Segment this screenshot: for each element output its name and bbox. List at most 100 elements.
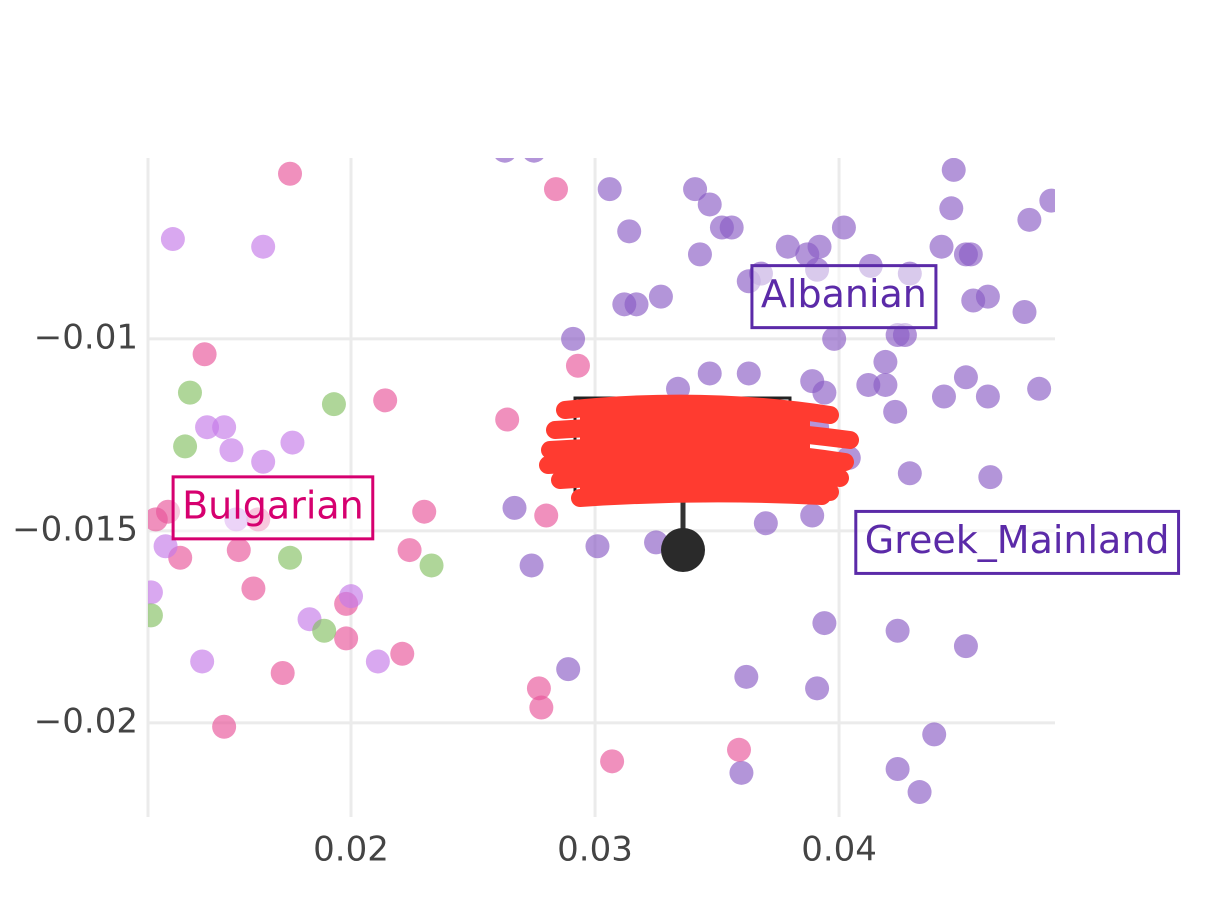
point <box>958 242 983 267</box>
point <box>873 349 898 374</box>
marker-dot <box>661 528 705 572</box>
point <box>800 503 825 528</box>
point <box>534 503 559 528</box>
point <box>1017 207 1042 232</box>
annotation: Albanian <box>750 264 938 330</box>
point <box>160 227 185 252</box>
point <box>907 780 932 805</box>
point <box>897 461 922 486</box>
point <box>373 388 398 413</box>
point <box>339 584 364 609</box>
point <box>524 158 544 163</box>
point <box>1012 299 1037 324</box>
redacted-marker <box>539 394 859 572</box>
annotations: Albanian Bulgarian Greek_Mainland <box>171 264 1181 575</box>
point <box>978 465 1003 490</box>
point <box>648 284 673 309</box>
point <box>519 553 544 578</box>
point <box>419 553 444 578</box>
point <box>543 177 568 202</box>
points <box>148 158 1055 805</box>
point <box>278 545 303 570</box>
point <box>495 158 515 163</box>
annotation-box <box>171 475 375 541</box>
point <box>941 158 966 182</box>
point <box>727 737 752 762</box>
point <box>241 576 266 601</box>
point <box>812 380 837 405</box>
point <box>153 534 178 559</box>
point <box>729 760 754 785</box>
point <box>278 161 303 186</box>
annotation: Greek_Mainland <box>854 509 1181 575</box>
point <box>617 219 642 244</box>
redaction-fill <box>580 405 810 490</box>
point <box>365 649 390 674</box>
y-tick-label: −0.01 <box>34 317 138 357</box>
point <box>753 511 778 536</box>
point <box>280 430 305 455</box>
annotation-box <box>750 264 938 330</box>
point <box>412 499 437 524</box>
point <box>334 626 359 651</box>
point <box>736 361 761 386</box>
annotation-box <box>854 509 1181 575</box>
point <box>397 538 422 563</box>
point <box>502 495 527 520</box>
point <box>173 434 198 459</box>
point <box>885 756 910 781</box>
point <box>190 649 215 674</box>
point <box>775 234 800 259</box>
point <box>939 196 964 221</box>
point <box>687 242 712 267</box>
point <box>212 415 237 440</box>
point <box>953 634 978 659</box>
point <box>719 215 744 240</box>
point <box>585 534 610 559</box>
annotation-text: Albanian <box>761 272 927 316</box>
point <box>883 399 908 424</box>
x-tick-label: 0.04 <box>801 830 877 870</box>
point <box>805 676 830 701</box>
point <box>1039 188 1055 213</box>
point <box>822 326 847 351</box>
point <box>529 695 554 720</box>
point <box>312 618 337 643</box>
point <box>812 611 837 636</box>
point <box>251 234 276 259</box>
point <box>148 580 163 605</box>
point <box>856 372 881 397</box>
point <box>526 676 551 701</box>
point <box>212 714 237 739</box>
point <box>321 392 346 417</box>
point <box>624 292 649 317</box>
y-tick-label: −0.02 <box>34 701 138 741</box>
point <box>148 603 163 628</box>
point <box>885 618 910 643</box>
point <box>251 449 276 474</box>
point <box>177 380 202 405</box>
point <box>975 384 1000 409</box>
annotation: Bulgarian <box>171 475 375 541</box>
point <box>831 215 856 240</box>
point <box>953 365 978 390</box>
x-tick-label: 0.02 <box>313 830 389 870</box>
point <box>975 284 1000 309</box>
point <box>597 177 622 202</box>
point <box>390 641 415 666</box>
point <box>565 353 590 378</box>
point <box>873 372 898 397</box>
point <box>1027 376 1052 401</box>
point <box>495 407 520 432</box>
point <box>683 177 708 202</box>
point <box>270 660 295 685</box>
point <box>219 438 244 463</box>
y-tick-label: −0.015 <box>12 509 138 549</box>
annotation-text: Bulgarian <box>182 483 364 527</box>
annotation-text: Greek_Mainland <box>865 518 1170 562</box>
point <box>226 538 251 563</box>
point <box>929 234 954 259</box>
point <box>195 415 220 440</box>
point <box>697 192 722 217</box>
